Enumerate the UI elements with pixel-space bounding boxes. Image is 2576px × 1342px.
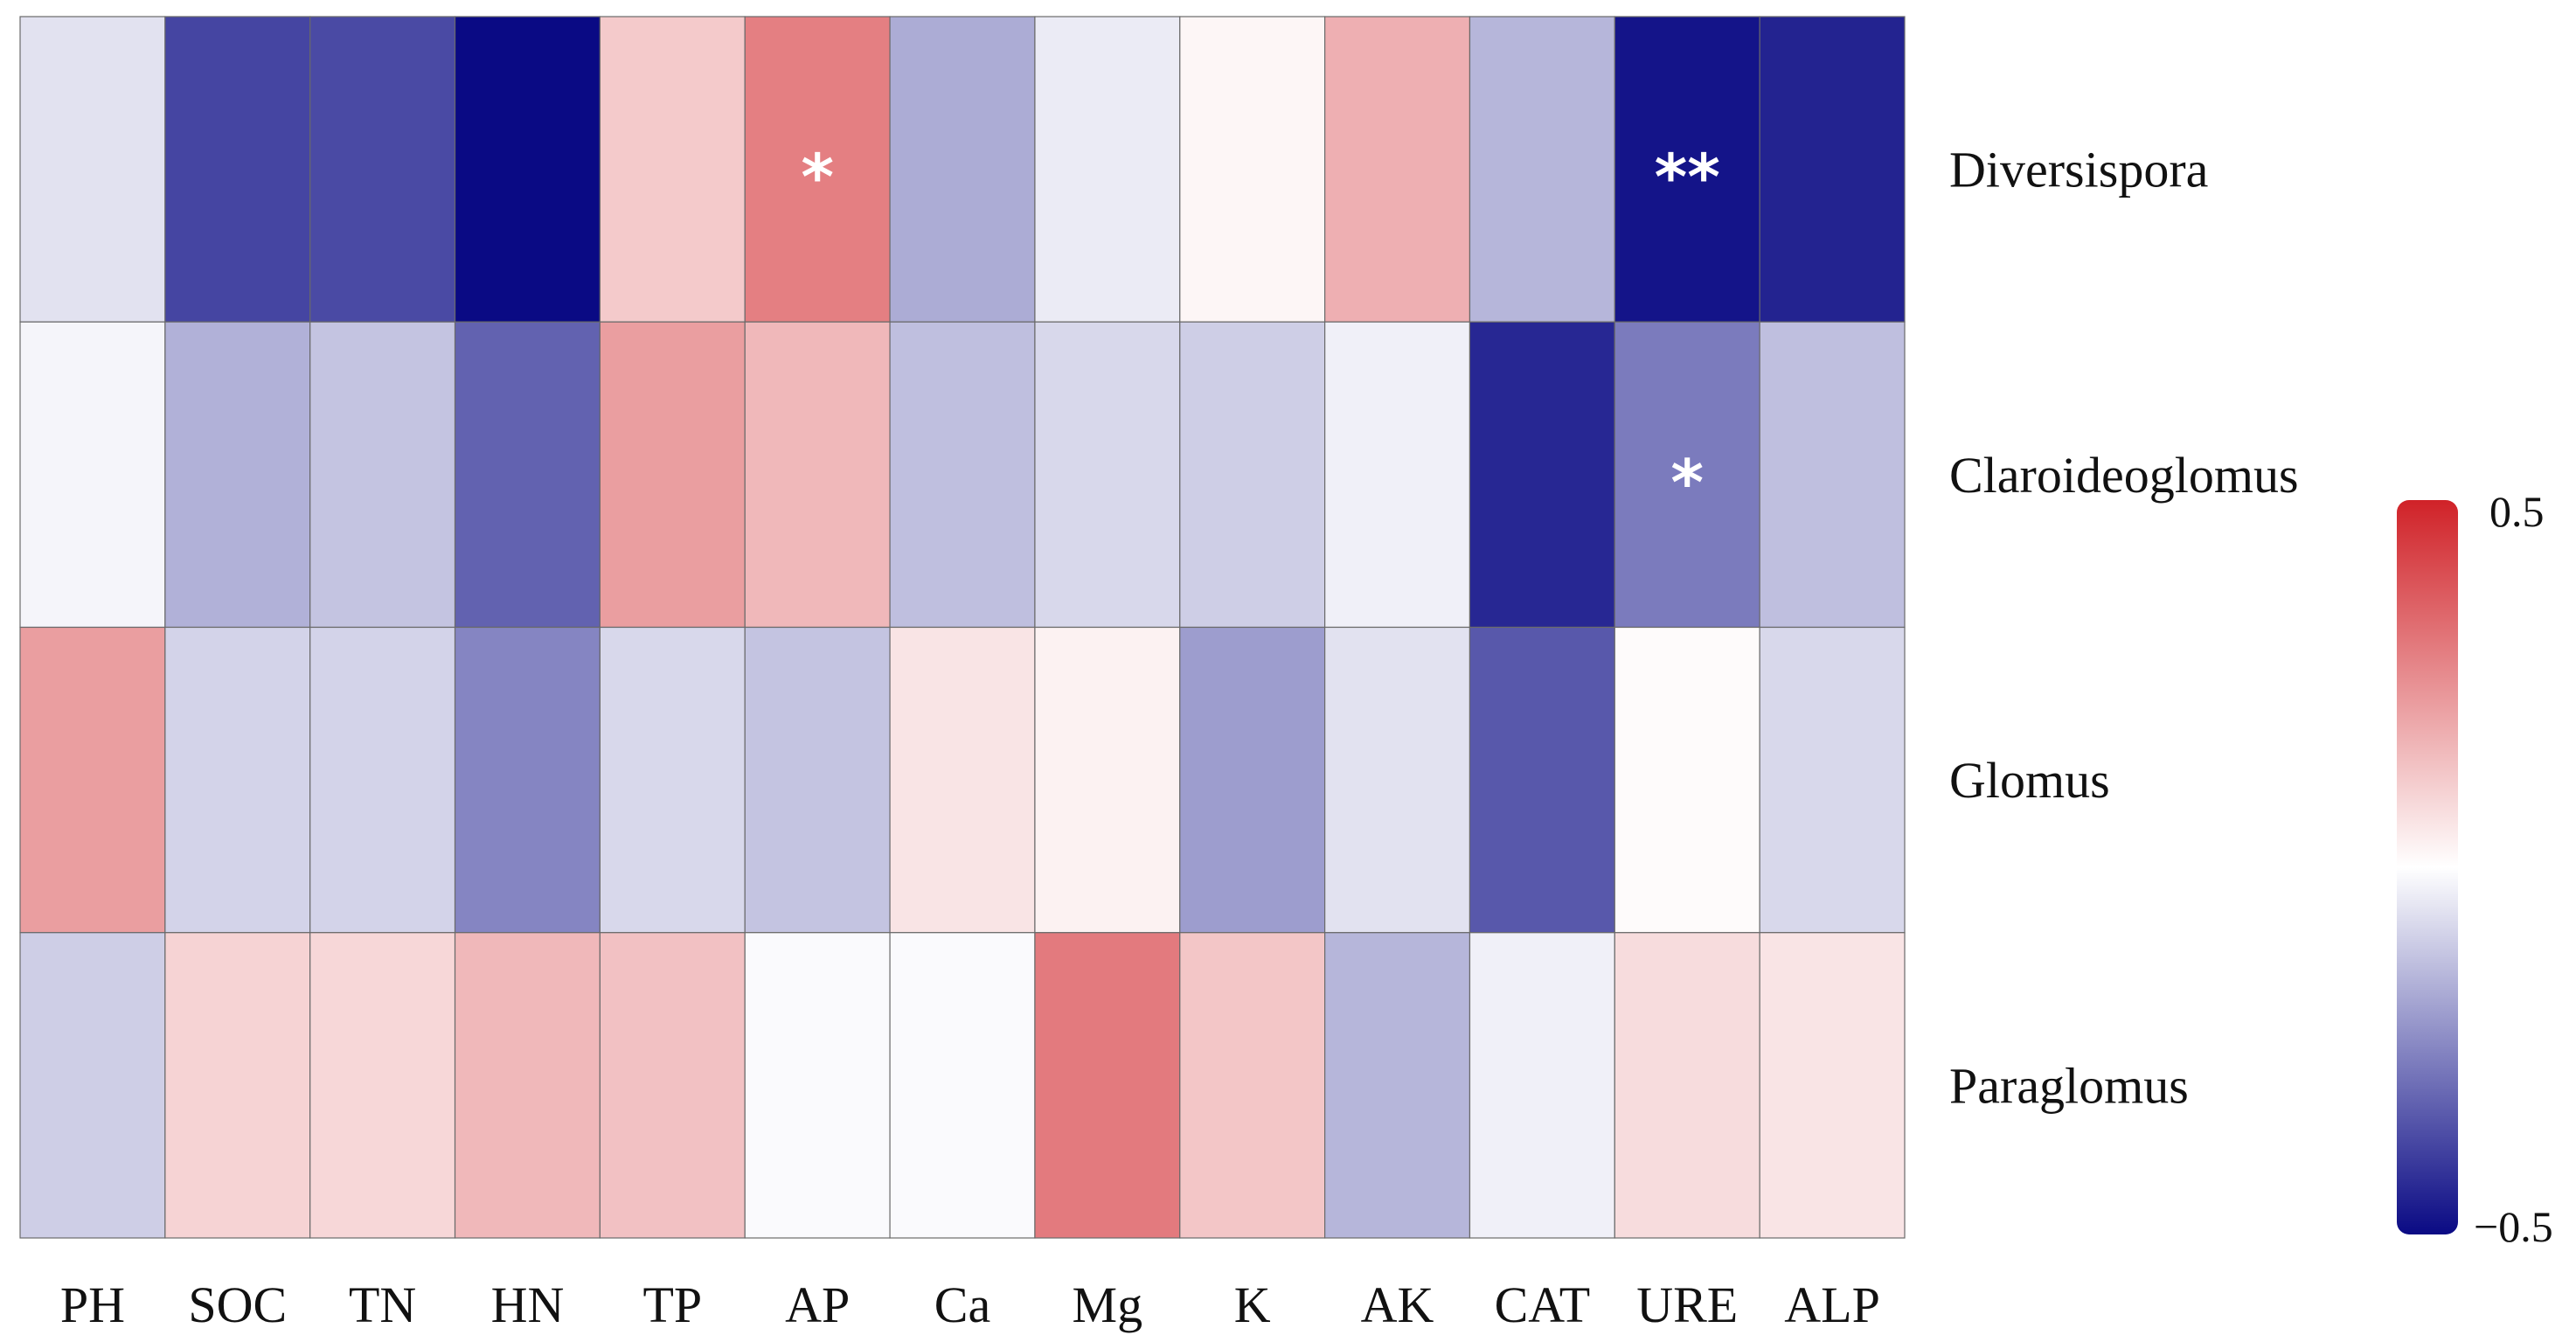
heatmap-cell [599,932,746,1239]
heatmap-cell [19,16,166,323]
heatmap-cell [164,321,311,629]
heatmap-cell [1324,321,1471,629]
heatmap-cell [744,321,891,629]
heatmap-cell [454,321,601,629]
column-label: TN [349,1276,416,1333]
heatmap-cell [1179,321,1326,629]
heatmap-cell [164,16,311,323]
significance-mark: * [1670,446,1704,519]
column-labels: PH SOC TN HN TP AP Ca Mg K AK CAT URE ALP [60,1276,1880,1333]
row-label: Claroideoglomus [1949,447,2299,504]
heatmap-cell [309,321,456,629]
heatmap-cell [1034,321,1181,629]
column-label: URE [1636,1276,1738,1333]
heatmap-cell [1469,626,1615,934]
heatmap-cell [1324,932,1471,1239]
heatmap-cell [889,321,1036,629]
heatmap-cell [1759,932,1906,1239]
heatmap-cell [19,321,166,629]
column-label: AK [1361,1276,1434,1333]
heatmap-cell [889,16,1036,323]
heatmap-cell [19,626,166,934]
colorbar-min-label: −0.5 [2474,1202,2553,1251]
heatmap-cell [1469,16,1615,323]
heatmap-cell [1614,626,1760,934]
heatmap-cell [889,626,1036,934]
column-label: PH [60,1276,125,1333]
column-label: Ca [934,1276,990,1333]
heatmap-cell [1324,16,1471,323]
heatmap-cell [454,932,601,1239]
column-label: SOC [188,1276,287,1333]
column-label: Mg [1073,1276,1143,1333]
row-label: Glomus [1949,752,2110,809]
significance-mark: * [801,141,834,214]
heatmap-cell [889,932,1036,1239]
heatmap-cell [1759,626,1906,934]
column-label: K [1234,1276,1271,1333]
heatmap-cell [744,932,891,1239]
significance-mark: ** [1655,141,1720,214]
column-label: CAT [1495,1276,1591,1333]
row-label: Paraglomus [1949,1057,2189,1114]
heatmap-cell [1179,932,1326,1239]
heatmap-cell [744,626,891,934]
colorbar-gradient [2397,500,2458,1234]
heatmap-cell [1179,16,1326,323]
heatmap-cell [1614,932,1760,1239]
heatmap-cell [1614,321,1760,629]
heatmap-cell [309,626,456,934]
row-labels: Diversispora Claroideoglomus Glomus Paraglo… [1949,142,2299,1115]
column-label: TP [642,1276,702,1333]
heatmap-cell [599,626,746,934]
heatmap-cell [599,321,746,629]
column-label: ALP [1784,1276,1880,1333]
column-label: HN [491,1276,565,1333]
heatmap-cell [19,932,166,1239]
colorbar-max-label: 0.5 [2489,487,2545,536]
colorbar-legend: 0.5 −0.5 [2397,487,2553,1251]
heatmap-cell [454,16,601,323]
heatmap-cell [1759,16,1906,323]
heatmap-cell [164,626,311,934]
heatmap-cell [1179,626,1326,934]
significance-marks: * *** [801,141,1720,519]
heatmap-cell [164,932,311,1239]
heatmap-cell [454,626,601,934]
column-label: AP [785,1276,850,1333]
heatmap-cell [1469,321,1615,629]
heatmap-cell [744,16,891,323]
heatmap-cell [309,932,456,1239]
heatmap-cell [1034,932,1181,1239]
heatmap-cell [1034,626,1181,934]
heatmap-cell [1614,16,1760,323]
row-label: Diversispora [1949,142,2208,198]
heatmap-cell [599,16,746,323]
heatmap-cell [1034,16,1181,323]
heatmap-cells [19,16,1906,1239]
heatmap-cell [1324,626,1471,934]
heatmap-cell [309,16,456,323]
heatmap-cell [1469,932,1615,1239]
heatmap-cell [1759,321,1906,629]
